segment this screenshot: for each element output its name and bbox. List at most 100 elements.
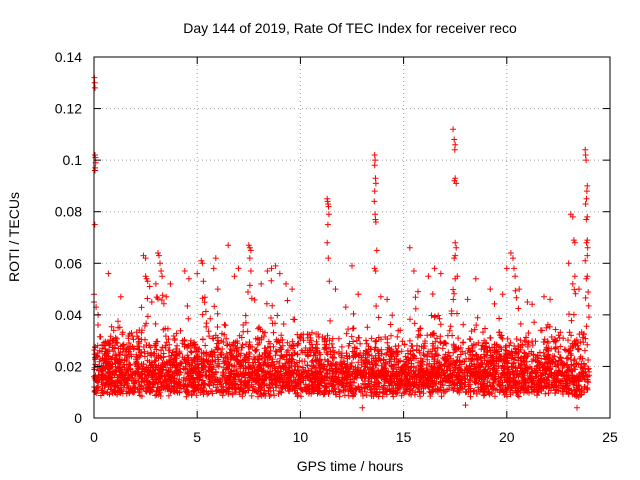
data-point bbox=[516, 286, 523, 293]
dense-data-band bbox=[91, 277, 593, 400]
dense-band-markers bbox=[91, 277, 593, 400]
x-tick-label: 25 bbox=[602, 429, 618, 445]
data-point bbox=[437, 270, 444, 277]
data-point bbox=[371, 198, 378, 205]
data-point bbox=[199, 260, 206, 267]
data-point bbox=[92, 84, 98, 91]
data-point bbox=[582, 257, 589, 264]
data-point bbox=[325, 203, 332, 210]
data-point bbox=[373, 247, 380, 254]
data-point bbox=[283, 280, 289, 287]
data-point bbox=[144, 278, 151, 285]
data-point bbox=[167, 280, 174, 287]
data-point bbox=[157, 260, 163, 267]
data-point bbox=[571, 273, 578, 280]
y-tick-label: 0.08 bbox=[55, 204, 82, 220]
plot-frame bbox=[93, 56, 611, 419]
data-point bbox=[185, 275, 192, 282]
data-point bbox=[105, 270, 112, 277]
data-point bbox=[524, 299, 531, 305]
data-point bbox=[92, 167, 98, 174]
data-point bbox=[247, 268, 254, 274]
data-point bbox=[268, 265, 275, 272]
data-point bbox=[452, 275, 459, 282]
data-point bbox=[583, 188, 590, 195]
x-axis-label: GPS time / hours bbox=[297, 458, 404, 474]
data-point bbox=[372, 268, 379, 274]
data-point bbox=[142, 273, 149, 280]
data-point bbox=[156, 252, 162, 259]
data-point bbox=[92, 154, 99, 161]
data-point bbox=[582, 201, 589, 207]
data-point bbox=[377, 293, 384, 300]
data-point bbox=[289, 286, 296, 293]
data-point bbox=[148, 299, 155, 305]
y-tick-labels: 0 0.02 0.04 0.06 0.08 0.1 0.12 0.14 bbox=[55, 49, 82, 426]
data-point bbox=[431, 265, 438, 272]
data-point bbox=[181, 268, 188, 274]
data-point bbox=[415, 288, 421, 295]
data-point bbox=[487, 286, 494, 293]
x-tick-labels: 0 5 10 15 20 25 bbox=[90, 429, 618, 445]
data-point bbox=[159, 273, 166, 280]
data-point bbox=[371, 265, 378, 272]
data-point bbox=[541, 293, 547, 300]
data-point bbox=[453, 244, 460, 251]
data-point bbox=[574, 404, 580, 411]
data-point bbox=[410, 268, 417, 274]
data-point bbox=[452, 141, 459, 148]
data-point bbox=[212, 255, 219, 262]
data-point bbox=[372, 219, 379, 225]
data-point bbox=[372, 180, 379, 187]
data-point bbox=[512, 273, 519, 280]
data-point bbox=[264, 268, 271, 274]
data-point bbox=[511, 265, 517, 272]
data-point bbox=[372, 175, 379, 182]
data-point bbox=[583, 275, 590, 282]
series-roti bbox=[91, 74, 591, 411]
data-point bbox=[565, 260, 572, 267]
data-point bbox=[510, 255, 516, 262]
data-point bbox=[235, 265, 242, 272]
data-point bbox=[584, 213, 591, 220]
data-point bbox=[247, 247, 254, 254]
data-point bbox=[91, 79, 98, 86]
x-tick-label: 5 bbox=[193, 429, 201, 445]
x-tick-label: 20 bbox=[499, 429, 515, 445]
data-point bbox=[406, 244, 413, 251]
x-tick-label: 10 bbox=[293, 429, 309, 445]
axis-ticks bbox=[93, 56, 611, 419]
data-point bbox=[464, 296, 471, 303]
data-point bbox=[214, 286, 221, 293]
data-point bbox=[246, 255, 253, 262]
data-point bbox=[142, 255, 149, 262]
data-point bbox=[452, 239, 459, 246]
data-point bbox=[450, 126, 457, 133]
data-point bbox=[507, 250, 514, 256]
data-point bbox=[325, 255, 332, 262]
data-point bbox=[584, 237, 591, 244]
data-point bbox=[576, 286, 582, 293]
data-point bbox=[570, 237, 577, 244]
data-point bbox=[451, 136, 458, 143]
data-point bbox=[384, 296, 391, 303]
data-point bbox=[472, 275, 479, 282]
x-tick-label: 0 bbox=[90, 429, 98, 445]
data-point bbox=[372, 211, 379, 218]
data-point bbox=[584, 182, 591, 189]
data-point bbox=[452, 175, 459, 182]
data-point bbox=[155, 250, 161, 256]
data-point bbox=[582, 152, 589, 158]
data-point bbox=[117, 293, 124, 300]
data-point bbox=[272, 262, 279, 269]
data-point bbox=[571, 239, 578, 246]
data-point bbox=[451, 146, 458, 153]
data-point bbox=[246, 244, 253, 251]
data-point bbox=[582, 146, 589, 153]
data-point bbox=[583, 239, 590, 246]
data-point bbox=[372, 157, 379, 164]
data-point bbox=[547, 296, 554, 303]
data-point bbox=[158, 268, 165, 274]
data-point bbox=[198, 257, 205, 264]
data-point bbox=[258, 280, 265, 287]
